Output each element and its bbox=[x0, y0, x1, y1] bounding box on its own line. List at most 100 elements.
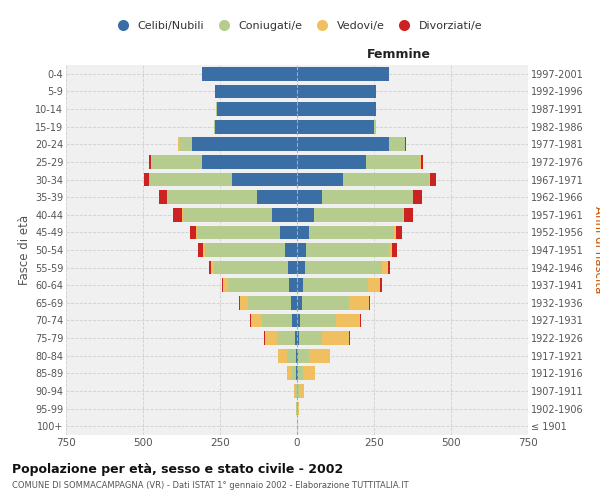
Bar bbox=[413, 190, 422, 204]
Bar bbox=[421, 155, 423, 169]
Bar bbox=[251, 314, 262, 328]
Bar bbox=[302, 296, 349, 310]
Bar bbox=[395, 226, 402, 239]
Bar bbox=[322, 331, 349, 345]
Bar bbox=[294, 384, 295, 398]
Bar bbox=[228, 278, 289, 292]
Bar bbox=[178, 138, 180, 151]
Text: Femmine: Femmine bbox=[367, 48, 431, 62]
Bar bbox=[389, 243, 392, 257]
Bar bbox=[202, 67, 297, 80]
Text: COMUNE DI SOMMACAMPAGNA (VR) - Dati ISTAT 1° gennaio 2002 - Elaborazione TUTTITA: COMUNE DI SOMMACAMPAGNA (VR) - Dati ISTA… bbox=[12, 481, 409, 490]
Bar bbox=[278, 349, 287, 362]
Bar bbox=[289, 278, 297, 292]
Bar bbox=[296, 402, 297, 415]
Bar bbox=[291, 296, 297, 310]
Bar bbox=[197, 226, 280, 239]
Bar bbox=[297, 296, 302, 310]
Bar bbox=[388, 260, 391, 274]
Legend: Celibi/Nubili, Coniugati/e, Vedovi/e, Divorziati/e: Celibi/Nubili, Coniugati/e, Vedovi/e, Di… bbox=[109, 19, 485, 33]
Y-axis label: Anni di nascita: Anni di nascita bbox=[592, 206, 600, 294]
Bar bbox=[297, 278, 303, 292]
Bar bbox=[257, 190, 297, 204]
Bar bbox=[299, 331, 322, 345]
Bar bbox=[295, 331, 297, 345]
Bar bbox=[380, 278, 382, 292]
Bar bbox=[215, 120, 297, 134]
Bar bbox=[374, 120, 376, 134]
Bar bbox=[298, 349, 309, 362]
Bar bbox=[262, 314, 292, 328]
Bar bbox=[430, 172, 436, 186]
Bar bbox=[335, 314, 360, 328]
Bar bbox=[297, 402, 298, 415]
Bar bbox=[182, 208, 183, 222]
Bar bbox=[248, 296, 291, 310]
Bar bbox=[239, 296, 240, 310]
Bar bbox=[272, 208, 297, 222]
Bar bbox=[297, 172, 343, 186]
Bar bbox=[199, 243, 203, 257]
Bar bbox=[288, 260, 297, 274]
Bar bbox=[214, 120, 215, 134]
Bar bbox=[211, 260, 214, 274]
Bar bbox=[215, 84, 297, 98]
Bar bbox=[167, 190, 257, 204]
Bar bbox=[297, 260, 305, 274]
Bar bbox=[297, 349, 298, 362]
Bar bbox=[404, 208, 413, 222]
Bar bbox=[287, 349, 296, 362]
Bar bbox=[297, 243, 306, 257]
Bar bbox=[297, 314, 300, 328]
Bar bbox=[203, 243, 205, 257]
Bar bbox=[265, 331, 277, 345]
Bar bbox=[280, 226, 297, 239]
Bar bbox=[420, 155, 421, 169]
Bar bbox=[152, 155, 202, 169]
Bar bbox=[314, 208, 403, 222]
Bar bbox=[297, 331, 299, 345]
Bar bbox=[183, 208, 272, 222]
Bar bbox=[368, 278, 380, 292]
Bar bbox=[297, 155, 366, 169]
Bar bbox=[297, 120, 374, 134]
Bar bbox=[405, 138, 406, 151]
Bar bbox=[180, 138, 192, 151]
Bar bbox=[149, 155, 151, 169]
Bar bbox=[190, 226, 196, 239]
Bar bbox=[192, 138, 297, 151]
Bar bbox=[296, 366, 297, 380]
Bar bbox=[296, 349, 297, 362]
Bar bbox=[240, 296, 248, 310]
Text: Popolazione per età, sesso e stato civile - 2002: Popolazione per età, sesso e stato civil… bbox=[12, 462, 343, 475]
Bar bbox=[217, 102, 297, 116]
Bar bbox=[292, 314, 297, 328]
Bar bbox=[297, 190, 322, 204]
Bar bbox=[223, 278, 228, 292]
Bar bbox=[209, 260, 211, 274]
Bar bbox=[349, 331, 350, 345]
Bar bbox=[298, 402, 299, 415]
Bar bbox=[306, 243, 389, 257]
Bar bbox=[297, 67, 389, 80]
Bar bbox=[144, 172, 149, 186]
Bar bbox=[403, 208, 404, 222]
Bar bbox=[250, 314, 251, 328]
Bar bbox=[202, 155, 297, 169]
Bar bbox=[392, 243, 397, 257]
Bar bbox=[205, 243, 284, 257]
Bar bbox=[297, 208, 314, 222]
Bar bbox=[297, 102, 376, 116]
Bar bbox=[299, 384, 304, 398]
Bar bbox=[349, 296, 370, 310]
Bar bbox=[366, 155, 420, 169]
Bar bbox=[277, 331, 295, 345]
Bar bbox=[297, 384, 299, 398]
Bar bbox=[305, 260, 382, 274]
Bar bbox=[309, 349, 330, 362]
Bar bbox=[214, 260, 288, 274]
Bar bbox=[221, 278, 223, 292]
Bar bbox=[297, 366, 298, 380]
Bar bbox=[295, 384, 297, 398]
Bar bbox=[394, 226, 395, 239]
